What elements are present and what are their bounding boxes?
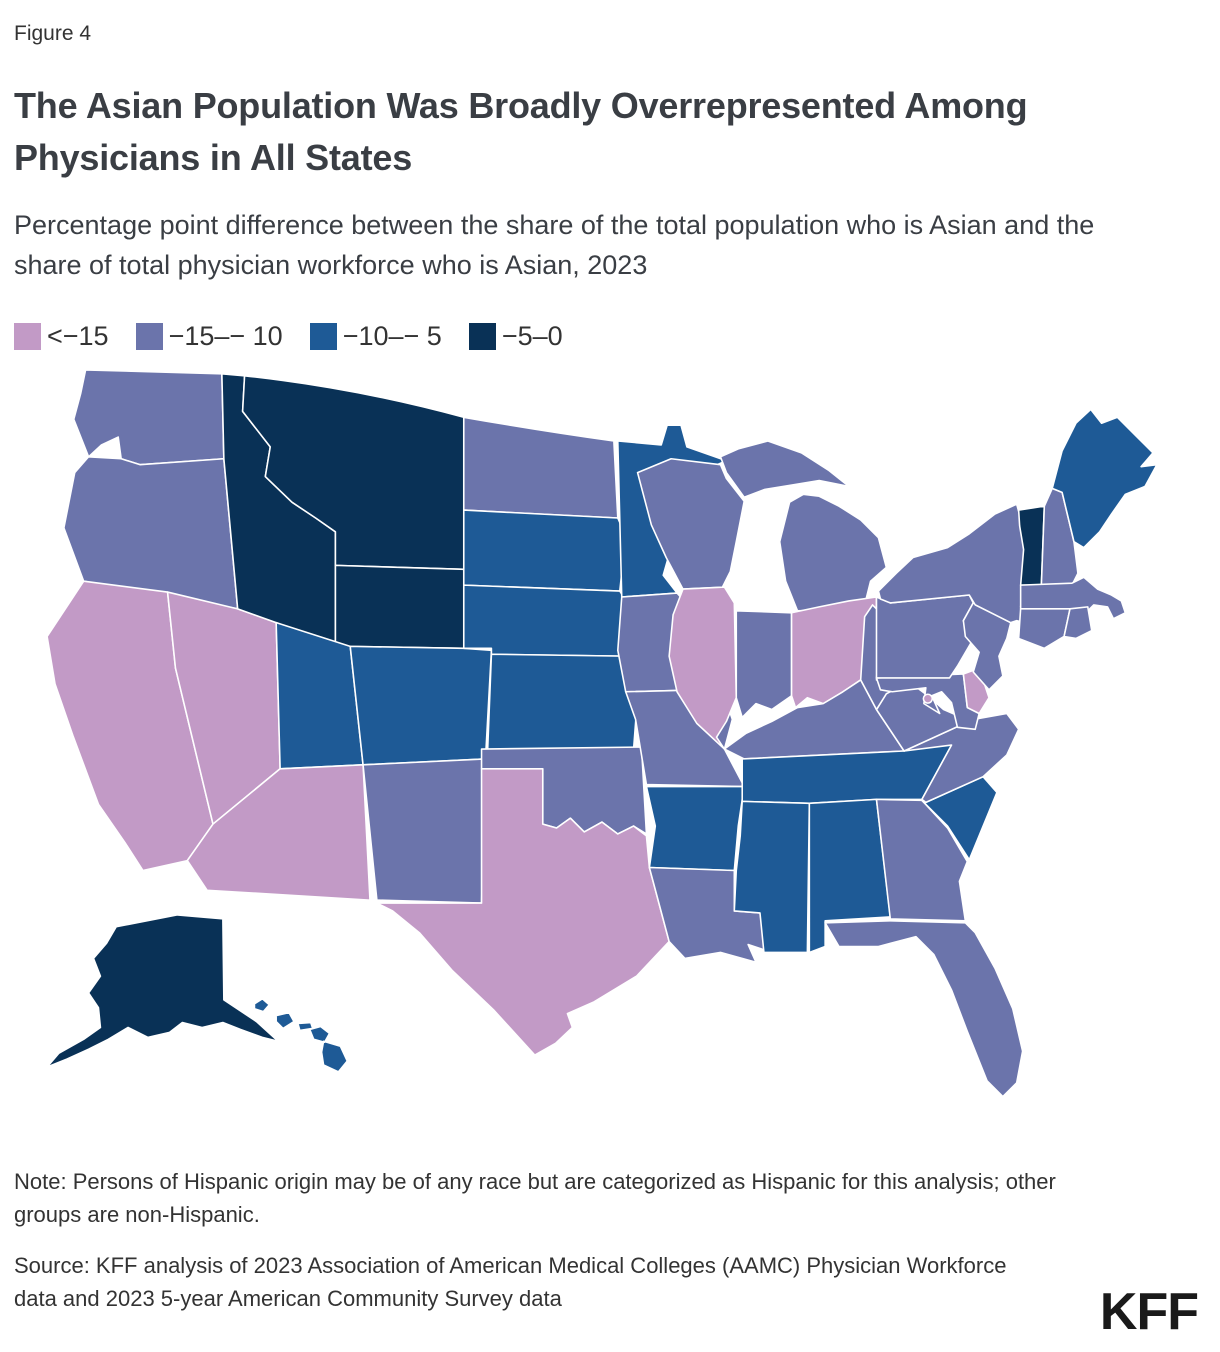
source-text: Source: KFF analysis of 2023 Association… — [14, 1252, 1007, 1311]
state-connecticut[interactable] — [1017, 607, 1071, 649]
footer: Note: Persons of Hispanic origin may be … — [14, 1165, 1200, 1315]
legend: <−15 −15–− 10 −10–− 5 −5–0 — [14, 321, 1200, 352]
state-washington[interactable] — [72, 368, 225, 466]
state-north-carolina[interactable] — [903, 712, 1020, 803]
legend-item-15-10: −15–− 10 — [135, 320, 283, 352]
legend-label-3: −5–0 — [501, 320, 563, 351]
state-nebraska[interactable] — [462, 584, 639, 657]
state-wisconsin[interactable] — [636, 457, 745, 590]
legend-label-0: <−15 — [47, 320, 109, 351]
state-rhode-island[interactable] — [1063, 605, 1093, 639]
legend-item-5-0: −5–0 — [468, 320, 563, 352]
state-hawaii[interactable] — [253, 997, 349, 1073]
state-vermont[interactable] — [1017, 505, 1046, 586]
state-south-dakota[interactable] — [462, 508, 627, 592]
note-text: Note: Persons of Hispanic origin may be … — [14, 1168, 1056, 1227]
legend-swatch-2 — [309, 322, 337, 350]
state-montana[interactable] — [241, 374, 465, 570]
state-illinois[interactable] — [668, 585, 738, 750]
state-indiana[interactable] — [735, 609, 793, 718]
state-michigan[interactable] — [719, 439, 888, 612]
state-pennsylvania[interactable] — [875, 593, 975, 679]
state-wyoming[interactable] — [334, 564, 465, 649]
legend-item-10-5: −10–− 5 — [309, 320, 442, 352]
us-map-svg — [46, 368, 1158, 1098]
state-maine[interactable] — [1051, 408, 1158, 549]
state-texas[interactable] — [376, 767, 670, 1056]
legend-swatch-3 — [468, 322, 496, 350]
state-district-of-columbia[interactable] — [922, 693, 934, 704]
state-florida[interactable] — [824, 919, 1024, 1098]
us-choropleth-map — [22, 362, 1200, 1147]
state-new-jersey[interactable] — [962, 601, 1012, 691]
kff-logo: KFF — [1099, 1283, 1199, 1341]
state-north-dakota[interactable] — [462, 416, 619, 519]
state-new-mexico[interactable] — [362, 757, 487, 904]
state-kansas[interactable] — [486, 653, 641, 756]
legend-swatch-0 — [14, 322, 41, 350]
state-alaska[interactable] — [46, 913, 279, 1068]
legend-swatch-1 — [135, 322, 163, 350]
legend-item-lt-15: <−15 — [14, 321, 109, 352]
chart-subtitle: Percentage point difference between the … — [14, 210, 1095, 280]
figure-label: Figure 4 — [14, 22, 92, 45]
state-colorado[interactable] — [349, 645, 493, 766]
state-arkansas[interactable] — [645, 785, 745, 871]
legend-label-2: −10–− 5 — [342, 320, 442, 351]
figure-page: Figure 4 The Asian Population Was Broadl… — [14, 22, 1200, 1341]
chart-title: The Asian Population Was Broadly Overrep… — [14, 85, 1028, 179]
legend-label-1: −15–− 10 — [168, 320, 283, 351]
